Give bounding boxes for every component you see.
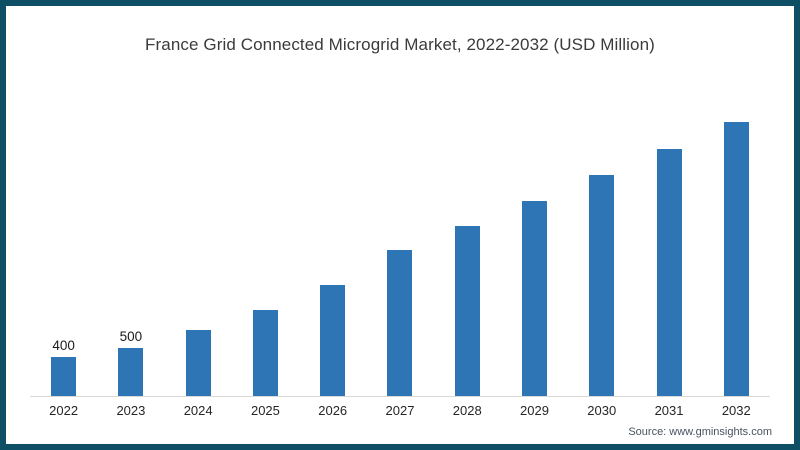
x-axis-label: 2023	[116, 403, 146, 418]
bar-2026	[320, 285, 346, 396]
bar-2024	[185, 330, 211, 396]
bar-2030	[589, 175, 615, 396]
x-axis-labels: 2022 2023 2024 2025 2026 2027 2028 2029 2030 2031…	[30, 403, 770, 418]
chart-title: France Grid Connected Microgrid Market, …	[145, 35, 655, 54]
bar-2025	[252, 310, 278, 396]
bar-column	[568, 175, 635, 396]
bar-column	[703, 122, 770, 396]
x-axis-label: 2025	[250, 403, 280, 418]
x-axis-label: 2029	[520, 403, 549, 418]
bar-2031	[656, 149, 682, 396]
bar-column	[434, 226, 501, 396]
x-axis-label: 2032	[721, 403, 751, 418]
x-axis-label: 2022	[49, 403, 79, 418]
bar-column	[232, 310, 299, 396]
x-axis-label: 2030	[587, 403, 617, 418]
bar-2023	[118, 348, 144, 396]
bar-column: 400	[30, 338, 97, 396]
bar-column	[165, 330, 232, 396]
bar-column	[501, 201, 568, 396]
bar-value-label: 500	[119, 329, 143, 344]
x-axis-label: 2028	[452, 403, 482, 418]
bar-value-label: 400	[52, 338, 75, 353]
bar-2032	[723, 122, 749, 396]
x-axis-label: 2031	[654, 403, 684, 418]
x-axis-label: 2024	[183, 403, 213, 418]
bar-column	[299, 285, 366, 396]
x-axis-label: 2026	[318, 403, 348, 418]
bar-column	[366, 250, 433, 396]
bar-column	[635, 149, 702, 396]
plot-area: 400 500	[30, 106, 770, 397]
bar-2028	[454, 226, 480, 396]
x-axis-label: 2027	[385, 403, 415, 418]
bar-2022	[51, 357, 77, 396]
source-note: Source: www.gminsights.com	[628, 426, 772, 438]
bar-2029	[521, 201, 547, 396]
bar-column: 500	[97, 329, 164, 396]
bar-2027	[387, 250, 413, 396]
